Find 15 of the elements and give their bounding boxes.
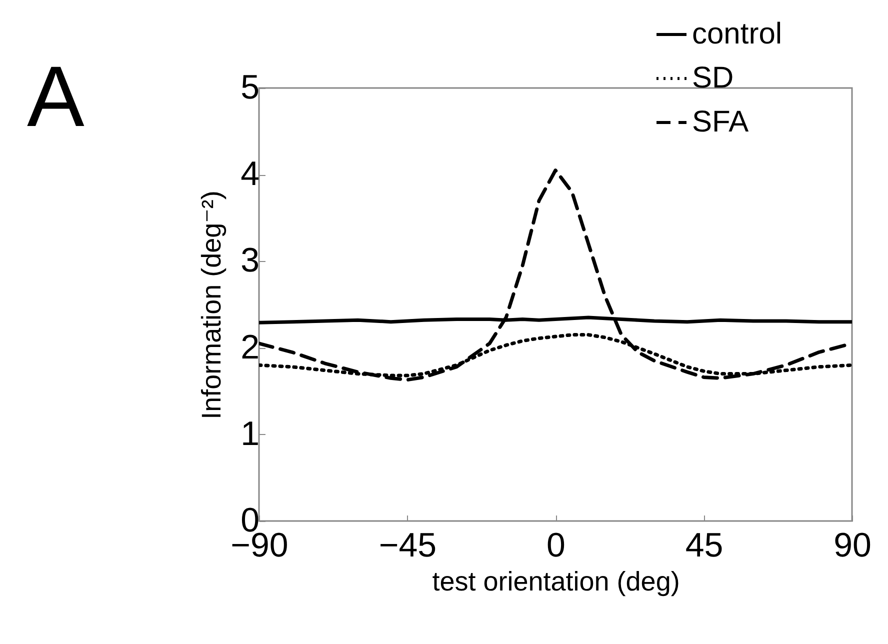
y-axis-title: Information (deg⁻²) (196, 190, 227, 420)
x-axis-title: test orientation (deg) (432, 566, 680, 596)
x-tick-label: 0 (546, 526, 566, 564)
y-tick-label: 1 (240, 414, 260, 453)
y-tick-label: 3 (240, 242, 260, 280)
x-tick-label: 90 (834, 526, 872, 564)
y-tick-label: 5 (240, 68, 260, 106)
text: A (27, 49, 85, 145)
y-tick-label: 2 (240, 328, 260, 366)
x-tick-label: −45 (378, 526, 437, 564)
legend-label: control (692, 18, 782, 50)
legend-label: SD (692, 62, 734, 94)
x-tick-label: 45 (685, 526, 724, 564)
legend-label: SFA (692, 106, 749, 138)
y-tick-label: 4 (240, 155, 260, 194)
